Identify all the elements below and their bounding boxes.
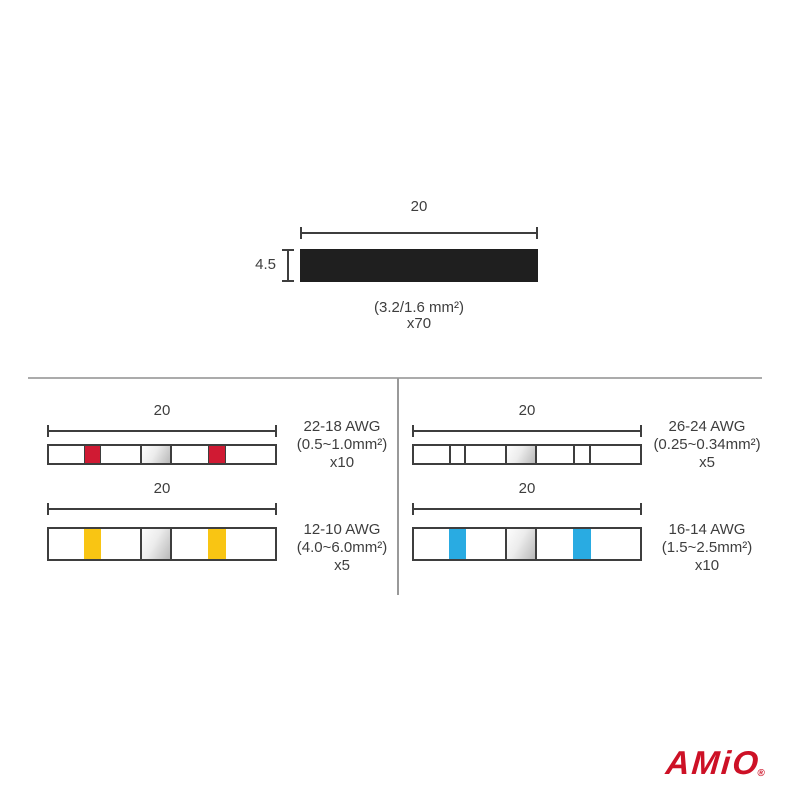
amio-logo-text: AMiO [664, 744, 762, 781]
vertical-divider [397, 378, 399, 595]
tube-caption: (3.2/1.6 mm²) x70 [300, 300, 538, 332]
color-band-left [449, 529, 467, 559]
registered-trademark-icon: ® [756, 768, 766, 779]
connector-width-dimension-line [412, 425, 642, 437]
amio-logo: AMiO® [664, 744, 769, 782]
connector-width-dimension-line [412, 503, 642, 515]
clear-band-left [449, 446, 467, 463]
metal-crimp-segment [140, 529, 172, 559]
color-band-right [573, 529, 591, 559]
connector-bar [412, 527, 642, 561]
tube-spec-label: (3.2/1.6 mm²) [373, 299, 464, 316]
mm-range-label: (0.25~0.34mm²) [653, 436, 761, 453]
color-band-right [208, 446, 226, 463]
connector-bar [47, 527, 277, 561]
connector-width-dimension-label: 20 [518, 480, 536, 497]
quantity-label: x10 [329, 454, 355, 471]
black-tube-bar [300, 249, 538, 282]
quantity-label: x5 [699, 454, 715, 471]
tube-height-dimension-label: 4.5 [255, 256, 276, 273]
mm-range-label: (4.0~6.0mm²) [296, 539, 388, 556]
color-band-left [84, 446, 102, 463]
tube-height-dimension-line [282, 249, 294, 282]
color-band-left [84, 529, 102, 559]
connector-diagram-16-14-awg: 20 16-14 AWG (1.5~2.5mm²) x10 [412, 481, 792, 601]
connector-bar [412, 444, 642, 465]
metal-crimp-segment [505, 446, 537, 463]
tube-width-dimension-line [300, 227, 538, 239]
connector-width-dimension-label: 20 [518, 402, 536, 419]
tube-quantity-label: x70 [406, 315, 432, 332]
metal-crimp-segment [140, 446, 172, 463]
awg-range-label: 22-18 AWG [303, 418, 381, 435]
awg-range-label: 26-24 AWG [668, 418, 746, 435]
awg-range-label: 12-10 AWG [303, 521, 381, 538]
connector-diagram-26-24-awg: 20 26-24 AWG (0.25~0.34mm²) x5 [412, 403, 792, 523]
connector-bar [47, 444, 277, 465]
connector-width-dimension-label: 20 [153, 402, 171, 419]
mm-range-label: (0.5~1.0mm²) [296, 436, 388, 453]
color-band-right [208, 529, 226, 559]
connector-diagram-12-10-awg: 20 12-10 AWG (4.0~6.0mm²) x5 [47, 481, 427, 601]
metal-crimp-segment [505, 529, 537, 559]
quantity-label: x10 [694, 557, 720, 574]
connector-diagram-22-18-awg: 20 22-18 AWG (0.5~1.0mm²) x10 [47, 403, 427, 523]
connector-spec-block: 12-10 AWG (4.0~6.0mm²) x5 [267, 521, 417, 575]
mm-range-label: (1.5~2.5mm²) [661, 539, 753, 556]
horizontal-divider [28, 377, 762, 379]
connector-width-dimension-label: 20 [153, 480, 171, 497]
connector-spec-block: 26-24 AWG (0.25~0.34mm²) x5 [632, 418, 782, 472]
connector-spec-block: 16-14 AWG (1.5~2.5mm²) x10 [632, 521, 782, 575]
tube-width-dimension-label: 20 [410, 198, 428, 215]
connector-width-dimension-line [47, 425, 277, 437]
clear-band-right [573, 446, 591, 463]
quantity-label: x5 [334, 557, 350, 574]
connector-width-dimension-line [47, 503, 277, 515]
connector-spec-block: 22-18 AWG (0.5~1.0mm²) x10 [267, 418, 417, 472]
awg-range-label: 16-14 AWG [668, 521, 746, 538]
